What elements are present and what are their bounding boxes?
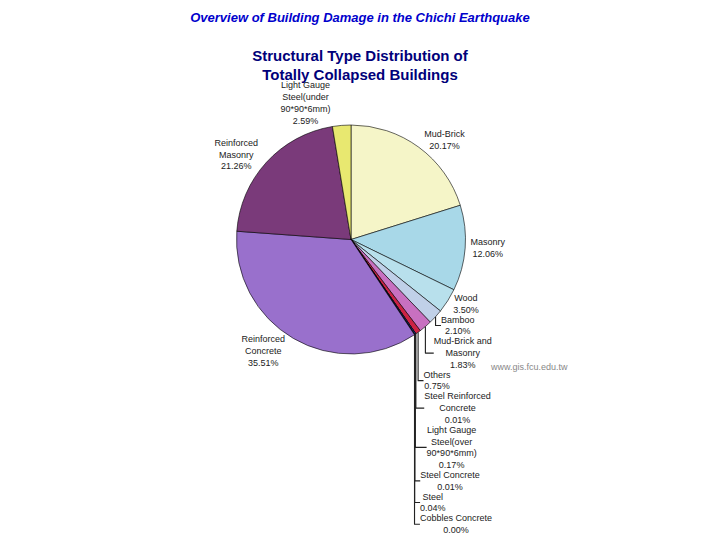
svg-text:ReinforcedMasonry21.26%: ReinforcedMasonry21.26% bbox=[215, 138, 259, 171]
svg-text:Overview of Building Damage in: Overview of Building Damage in the Chich… bbox=[190, 10, 530, 84]
svg-text:Cobbles Concrete0.00%: Cobbles Concrete0.00% bbox=[420, 513, 492, 535]
svg-text:Light GaugeSteel(under90*90*6m: Light GaugeSteel(under90*90*6mm)2.59% bbox=[280, 80, 330, 125]
svg-text:Mud-Brick andMasonry1.83%: Mud-Brick andMasonry1.83% bbox=[434, 336, 492, 369]
svg-text:ReinforcedConcrete35.51%: ReinforcedConcrete35.51% bbox=[241, 334, 285, 367]
svg-text:Bamboo2.10%: Bamboo2.10% bbox=[441, 315, 475, 337]
svg-text:Mud-Brick20.17%: Mud-Brick20.17% bbox=[424, 129, 465, 151]
svg-text:Steel0.04%: Steel0.04% bbox=[420, 492, 446, 514]
svg-text:Wood3.50%: Wood3.50% bbox=[453, 293, 479, 315]
svg-text:Others0.75%: Others0.75% bbox=[424, 370, 452, 392]
svg-text:Light GaugeSteel(over90*90*6mm: Light GaugeSteel(over90*90*6mm)0.17% bbox=[427, 425, 477, 470]
svg-text:Masonry12.06%: Masonry12.06% bbox=[471, 237, 506, 259]
svg-text:www.gis.fcu.edu.tw: www.gis.fcu.edu.tw bbox=[490, 362, 568, 372]
svg-text:Steel Concrete0.01%: Steel Concrete0.01% bbox=[420, 470, 480, 492]
svg-text:Steel ReinforcedConcrete0.01%: Steel ReinforcedConcrete0.01% bbox=[424, 391, 491, 424]
